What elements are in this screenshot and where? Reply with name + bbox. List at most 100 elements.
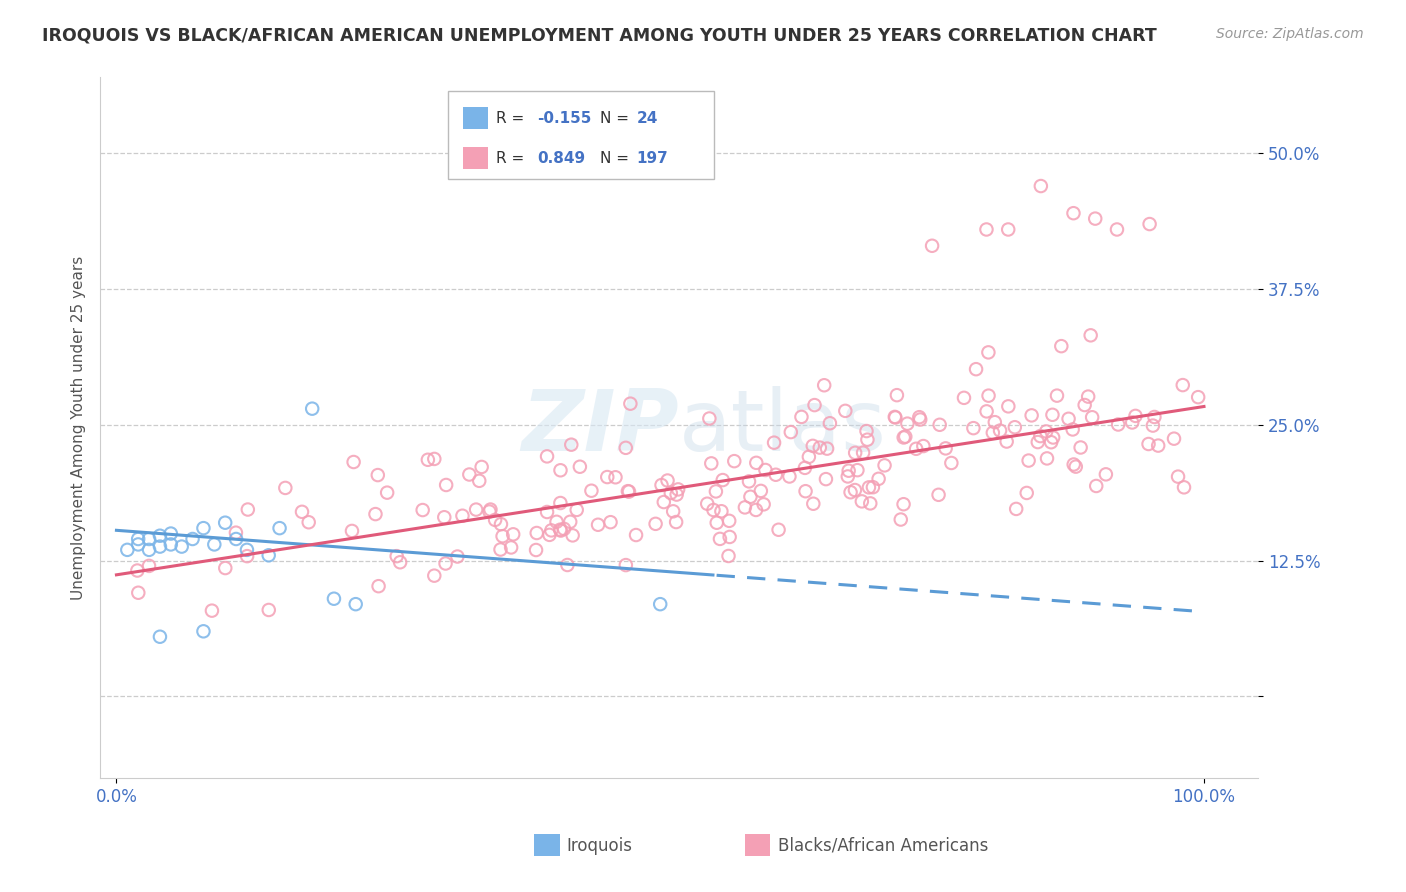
- Point: [193, 521, 215, 535]
- Point: [905, 442, 928, 456]
- Point: [451, 508, 474, 523]
- Text: atlas: atlas: [679, 386, 887, 469]
- Point: [489, 542, 512, 557]
- Point: [912, 439, 935, 453]
- Text: 197: 197: [637, 151, 668, 166]
- Point: [928, 417, 950, 432]
- Point: [1040, 435, 1063, 450]
- Text: -0.155: -0.155: [537, 111, 591, 126]
- Y-axis label: Unemployment Among Youth under 25 years: Unemployment Among Youth under 25 years: [72, 255, 86, 599]
- Point: [202, 537, 225, 551]
- Point: [893, 430, 915, 444]
- Point: [838, 464, 860, 478]
- Point: [749, 483, 772, 498]
- Point: [793, 461, 815, 475]
- Point: [548, 523, 571, 537]
- Point: [599, 515, 621, 529]
- Point: [560, 438, 582, 452]
- Point: [921, 239, 943, 253]
- Point: [794, 484, 817, 499]
- Point: [127, 532, 149, 546]
- Point: [340, 524, 363, 538]
- Point: [765, 467, 787, 482]
- Point: [159, 526, 181, 541]
- Point: [763, 435, 786, 450]
- Point: [257, 603, 280, 617]
- Point: [851, 494, 873, 508]
- Point: [557, 558, 579, 572]
- Point: [814, 472, 837, 486]
- Point: [149, 540, 172, 554]
- Point: [801, 439, 824, 453]
- Point: [1105, 222, 1128, 236]
- Point: [214, 561, 236, 575]
- Point: [1073, 398, 1095, 412]
- Point: [561, 528, 583, 542]
- Point: [890, 512, 912, 526]
- Point: [560, 515, 582, 529]
- Point: [1084, 211, 1107, 226]
- Point: [696, 497, 718, 511]
- Point: [844, 483, 866, 497]
- Point: [416, 452, 439, 467]
- Point: [367, 579, 389, 593]
- Point: [1139, 217, 1161, 231]
- Point: [1125, 409, 1147, 423]
- Point: [458, 467, 481, 482]
- Point: [988, 424, 1011, 438]
- Point: [997, 222, 1019, 236]
- Point: [1163, 432, 1185, 446]
- Point: [536, 505, 558, 519]
- Point: [778, 469, 800, 483]
- Point: [1107, 417, 1129, 432]
- Point: [619, 397, 641, 411]
- Point: [489, 517, 512, 532]
- Point: [953, 391, 976, 405]
- Point: [846, 463, 869, 477]
- Point: [423, 451, 446, 466]
- Point: [738, 475, 761, 489]
- Point: [844, 446, 866, 460]
- Point: [479, 502, 502, 516]
- Point: [1050, 339, 1073, 353]
- Point: [149, 529, 172, 543]
- Point: [976, 404, 998, 418]
- Point: [201, 604, 224, 618]
- Point: [471, 459, 494, 474]
- Point: [873, 458, 896, 473]
- Point: [375, 485, 398, 500]
- Point: [568, 459, 591, 474]
- Point: [269, 521, 291, 535]
- Point: [754, 463, 776, 477]
- Point: [540, 524, 562, 538]
- Point: [159, 537, 181, 551]
- Point: [883, 409, 905, 424]
- Point: [301, 401, 323, 416]
- Point: [536, 450, 558, 464]
- Point: [1167, 469, 1189, 483]
- Point: [565, 503, 588, 517]
- Point: [1062, 206, 1084, 220]
- Point: [718, 514, 741, 528]
- Point: [1142, 418, 1164, 433]
- Point: [710, 504, 733, 518]
- Point: [815, 442, 838, 456]
- Text: N =: N =: [600, 111, 634, 126]
- Point: [662, 504, 685, 518]
- Point: [779, 425, 801, 439]
- Bar: [463, 107, 488, 129]
- Point: [138, 532, 160, 546]
- Point: [859, 496, 882, 510]
- Point: [852, 445, 875, 459]
- Text: R =: R =: [496, 151, 530, 166]
- Point: [837, 469, 859, 483]
- Point: [446, 549, 468, 564]
- Point: [801, 497, 824, 511]
- Point: [1077, 390, 1099, 404]
- Point: [718, 530, 741, 544]
- Point: [665, 487, 688, 501]
- Point: [1057, 411, 1080, 425]
- Point: [977, 345, 1000, 359]
- Point: [803, 398, 825, 412]
- Point: [1042, 430, 1064, 444]
